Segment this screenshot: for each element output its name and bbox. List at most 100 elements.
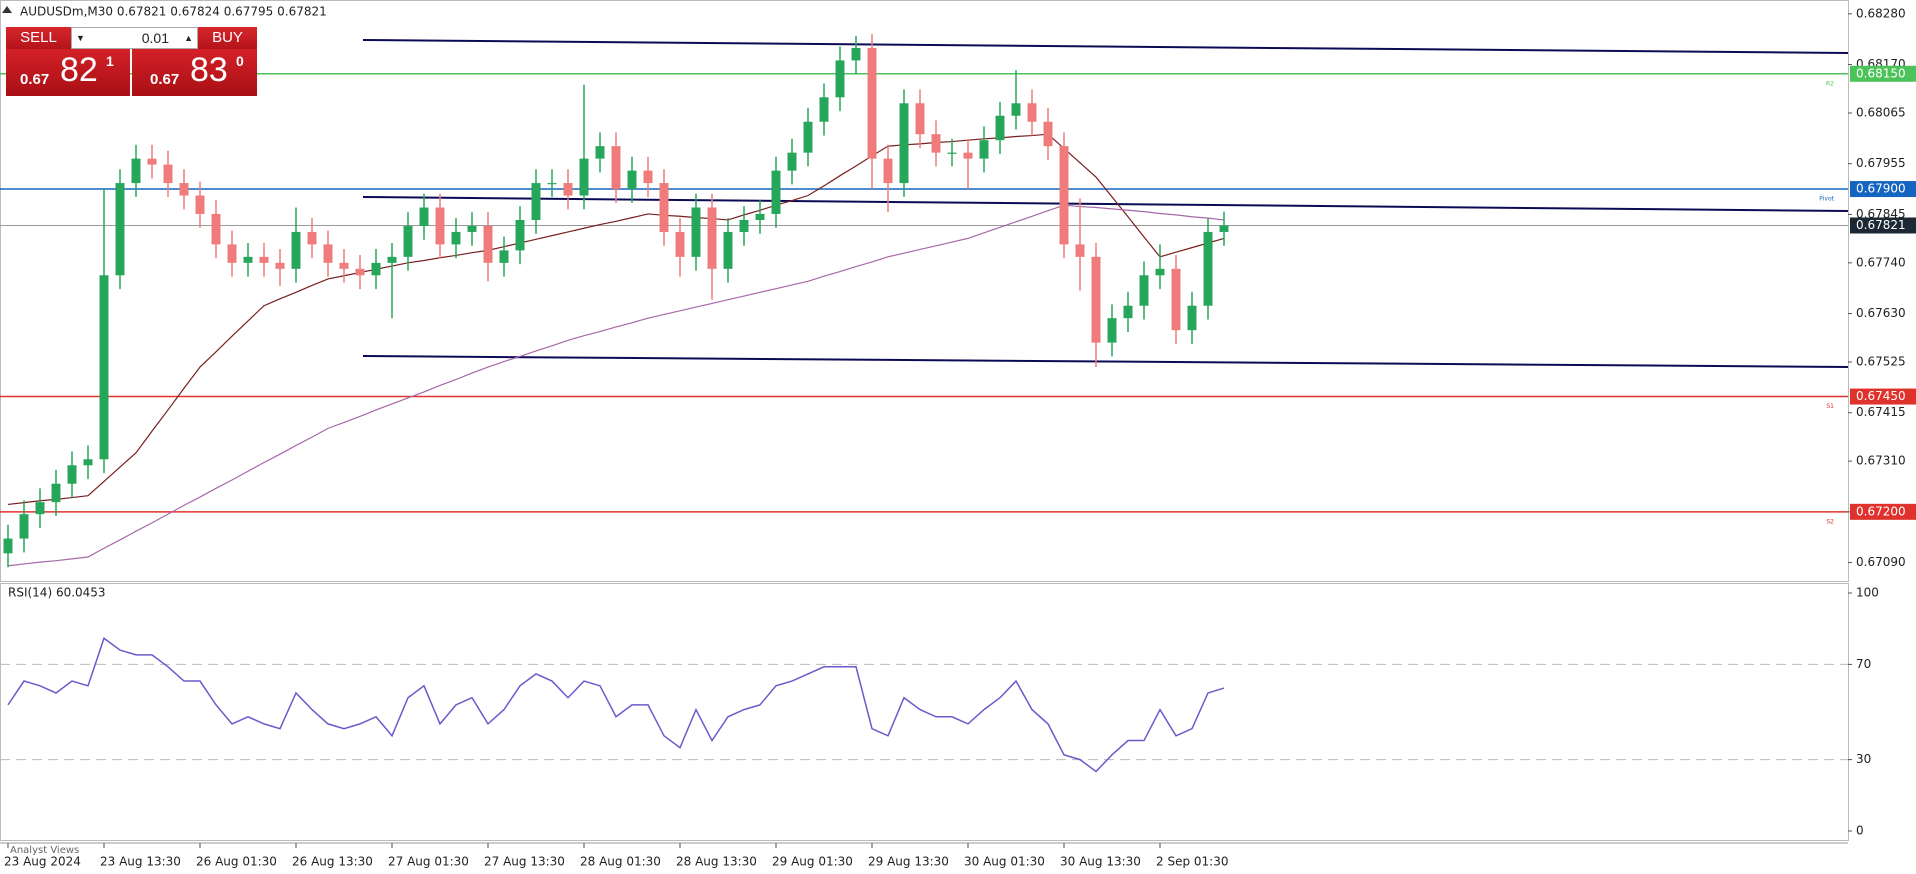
price-fraction: 0 bbox=[236, 53, 244, 69]
candle-body bbox=[323, 244, 333, 263]
candle-body bbox=[163, 164, 173, 184]
candle-body bbox=[547, 183, 557, 185]
candle-body bbox=[371, 262, 381, 276]
rsi-line bbox=[7, 637, 1225, 773]
candle-body bbox=[947, 152, 957, 154]
x-tick-label: 23 Aug 13:30 bbox=[100, 855, 181, 869]
candle-body bbox=[1011, 103, 1021, 116]
analyst-views-tab[interactable]: Analyst Views bbox=[10, 845, 79, 856]
y-tick-label: 0.68280 bbox=[1856, 6, 1906, 20]
candle-body bbox=[243, 256, 253, 263]
y-tick-label: 0.67525 bbox=[1856, 354, 1906, 368]
main-pane bbox=[0, 0, 1849, 582]
candle-body bbox=[115, 183, 125, 276]
price-pips: 82 bbox=[60, 51, 98, 89]
level-name: S2 bbox=[1826, 518, 1834, 525]
x-tick-label: 29 Aug 01:30 bbox=[772, 855, 853, 869]
y-tick-label: 0.67955 bbox=[1856, 156, 1906, 170]
y-tick-label: 0.67090 bbox=[1856, 555, 1906, 569]
candle-body bbox=[707, 207, 717, 269]
candle-body bbox=[3, 538, 13, 554]
candle-body bbox=[403, 225, 413, 257]
price-pips: 83 bbox=[190, 51, 228, 89]
candle-body bbox=[355, 268, 365, 276]
price-tag bbox=[1850, 65, 1916, 82]
y-tick-label: 0 bbox=[1856, 824, 1864, 838]
lot-size: 0.01 bbox=[141, 30, 169, 46]
collapse-icon[interactable] bbox=[2, 6, 12, 13]
spin-down[interactable]: ▼ bbox=[76, 33, 85, 43]
candle-body bbox=[179, 183, 189, 196]
moving-average bbox=[7, 204, 1225, 567]
y-tick-label: 0.67415 bbox=[1856, 405, 1906, 419]
y-tick-label: 0.68065 bbox=[1856, 105, 1906, 119]
buy-price[interactable]: 0.67 83 0 bbox=[132, 49, 257, 96]
x-tick-label: 30 Aug 01:30 bbox=[964, 855, 1045, 869]
candle-body bbox=[659, 183, 669, 232]
candle-body bbox=[739, 219, 749, 232]
price-tag bbox=[1850, 503, 1916, 520]
candle-body bbox=[1107, 318, 1117, 343]
candle-body bbox=[419, 207, 429, 226]
candle-body bbox=[627, 170, 637, 190]
sell-price[interactable]: 0.67 82 1 bbox=[6, 49, 130, 96]
candle-body bbox=[563, 183, 573, 196]
candle-body bbox=[147, 158, 157, 165]
candle-body bbox=[1139, 275, 1149, 306]
candle-body bbox=[467, 225, 477, 232]
candle-body bbox=[611, 146, 621, 190]
candle-body bbox=[851, 47, 861, 61]
candle-body bbox=[755, 213, 765, 220]
y-tick-label: 100 bbox=[1856, 586, 1879, 600]
candle-body bbox=[1043, 121, 1053, 147]
trend-line bbox=[362, 196, 1849, 212]
candle-body bbox=[195, 195, 205, 214]
rsi-label: RSI(14) 60.0453 bbox=[8, 586, 106, 600]
sell-button[interactable]: SELL bbox=[6, 27, 71, 49]
price-tag-label: 0.67900 bbox=[1856, 182, 1906, 196]
price-tag bbox=[1850, 388, 1916, 405]
moving-average bbox=[7, 133, 1225, 506]
candle-body bbox=[35, 502, 45, 515]
candle-body bbox=[99, 275, 109, 460]
y-tick-label: 0.67310 bbox=[1856, 454, 1906, 468]
candle-body bbox=[19, 514, 29, 539]
trend-line bbox=[362, 39, 1849, 54]
price-tag-label: 0.67200 bbox=[1856, 504, 1906, 518]
price-tag-label: 0.67450 bbox=[1856, 389, 1906, 403]
lot-spinner[interactable]: ▼ 0.01 ▲ bbox=[71, 27, 198, 49]
candle-body bbox=[291, 231, 301, 269]
candle-body bbox=[515, 219, 525, 251]
candle-body bbox=[435, 207, 445, 245]
candle-body bbox=[483, 225, 493, 263]
candle-body bbox=[307, 231, 317, 245]
chart-header: AUDUSDm,M30 0.67821 0.67824 0.67795 0.67… bbox=[20, 5, 327, 19]
candle-body bbox=[691, 207, 701, 257]
candle-body bbox=[1027, 103, 1037, 122]
y-tick-label: 70 bbox=[1856, 657, 1871, 671]
candle-body bbox=[83, 459, 93, 466]
candle-body bbox=[51, 483, 61, 503]
price-big-figure: 0.67 bbox=[20, 71, 50, 88]
candle-body bbox=[963, 152, 973, 159]
candle-body bbox=[579, 158, 589, 196]
candle-body bbox=[899, 103, 909, 184]
x-tick-label: 27 Aug 13:30 bbox=[484, 855, 565, 869]
x-tick-label: 29 Aug 13:30 bbox=[868, 855, 949, 869]
spin-up[interactable]: ▲ bbox=[184, 33, 193, 43]
level-name: Pivot bbox=[1819, 196, 1834, 203]
candle-body bbox=[259, 256, 269, 263]
y-tick-label: 30 bbox=[1856, 752, 1871, 766]
candle-body bbox=[1091, 256, 1101, 343]
candle-body bbox=[1219, 225, 1229, 232]
x-tick-label: 28 Aug 01:30 bbox=[580, 855, 661, 869]
candle-body bbox=[211, 213, 221, 245]
y-tick-label: 0.67630 bbox=[1856, 306, 1906, 320]
candle-body bbox=[771, 170, 781, 214]
buy-button[interactable]: BUY bbox=[198, 27, 257, 49]
candle-body bbox=[1155, 268, 1165, 276]
candle-body bbox=[451, 231, 461, 245]
candle-body bbox=[1123, 305, 1133, 319]
candle-body bbox=[1075, 244, 1085, 257]
